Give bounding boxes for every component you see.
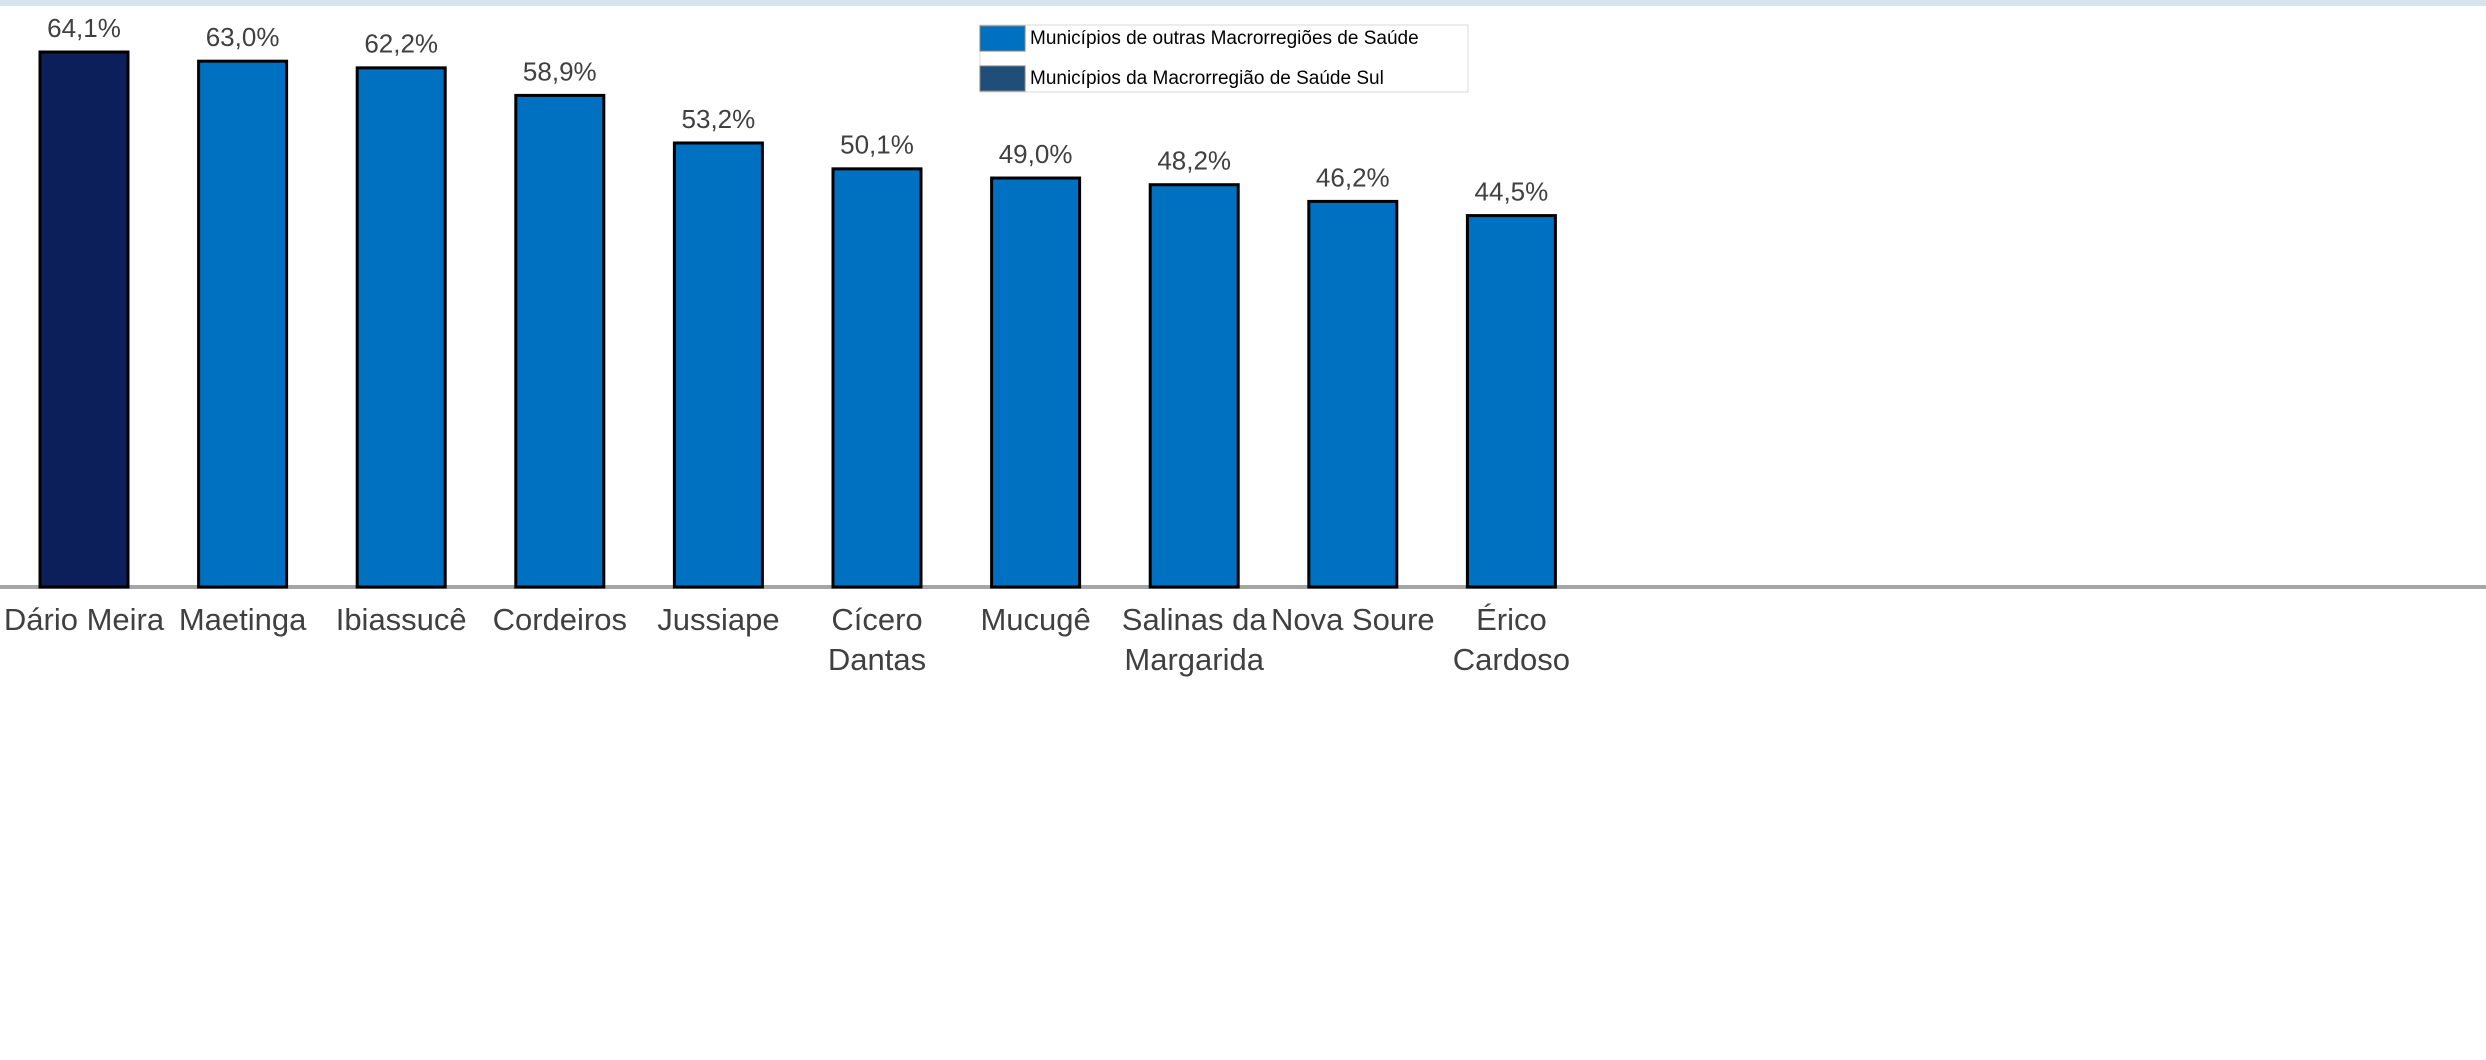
bar [38, 50, 130, 589]
x-tick-label: Cordeiros [492, 602, 627, 637]
x-tick-label: Salinas da Margarida [1121, 602, 1267, 677]
bar [197, 59, 289, 589]
x-tick-label: Ibiassucê [335, 602, 467, 637]
legend-swatch [979, 25, 1026, 52]
x-tick-label: Jussiape [657, 602, 780, 637]
bar [355, 66, 447, 589]
value-label: 46,2% [1316, 162, 1390, 192]
x-tick-label: Cícero Dantas [827, 602, 927, 677]
bar [514, 93, 606, 589]
legend-box [979, 24, 1469, 93]
x-tick-label: Érico Cardoso [1452, 602, 1570, 677]
value-label: 48,2% [1157, 146, 1231, 176]
legend-swatch [979, 65, 1026, 92]
x-tick-label: Mucugê [980, 602, 1091, 637]
value-label: 49,0% [999, 139, 1073, 169]
bar [990, 176, 1082, 589]
x-tick-label: Maetinga [178, 602, 307, 637]
value-label: 50,1% [840, 130, 914, 160]
legend-label: Municípios da Macrorregião de Saúde Sul [1030, 68, 1384, 89]
x-tick-label: Dário Meira [3, 602, 165, 637]
bar [1148, 183, 1240, 589]
value-label: 63,0% [206, 22, 280, 52]
top-strip [0, 0, 2486, 6]
bar [1465, 214, 1557, 589]
bar [1307, 199, 1399, 589]
value-label: 44,5% [1475, 176, 1549, 206]
bar [831, 167, 923, 589]
value-label: 58,9% [523, 56, 597, 86]
legend-label: Municípios de outras Macrorregiões de Sa… [1030, 28, 1419, 49]
value-label: 53,2% [682, 104, 756, 134]
value-label: 64,1% [47, 13, 121, 43]
x-tick-label: Nova Soure [1270, 602, 1435, 637]
value-label: 62,2% [364, 29, 438, 59]
bar [672, 141, 764, 589]
